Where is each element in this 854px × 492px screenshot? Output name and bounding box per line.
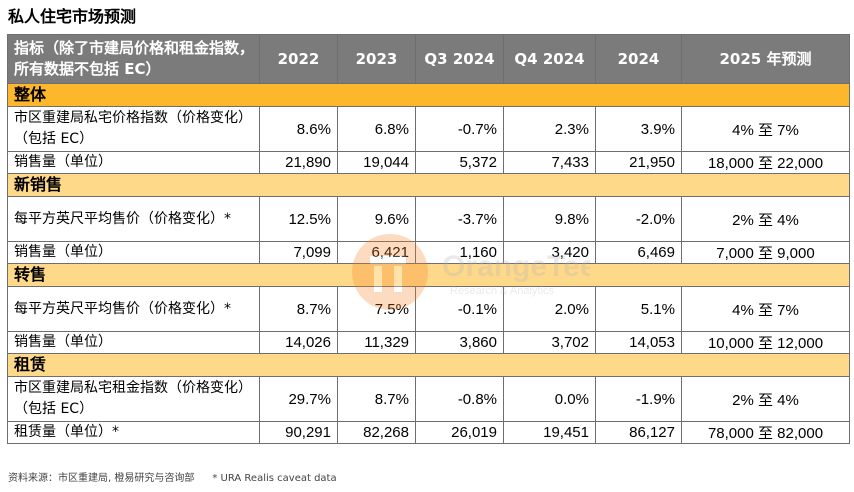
cell-value: 11,329 [337, 331, 416, 354]
row-label: 市区重建局私宅租金指数（价格变化）（包括 EC） [7, 376, 260, 422]
forecast-table: 指标（除了市建局价格和租金指数，所有数据不包括 EC） 2022 2023 Q3… [7, 34, 850, 444]
cell-value: 21,890 [259, 151, 338, 174]
cell-value: 6.8% [337, 106, 416, 152]
cell-value: 8.6% [259, 106, 338, 152]
cell-value: 86,127 [595, 421, 682, 444]
footer: 资料来源：市区重建局, 橙易研究与咨询部 * URA Realis caveat … [8, 472, 337, 486]
cell-value: 7,433 [503, 151, 596, 174]
cell-value: 0.0% [503, 376, 596, 422]
row-label: 市区重建局私宅价格指数（价格变化）（包括 EC） [7, 106, 260, 152]
cell-value: 7,099 [259, 241, 338, 264]
cell-value: -0.1% [415, 286, 504, 332]
cell-forecast: 78,000 至 82,000 [681, 421, 850, 444]
section-title: 租赁 [7, 353, 850, 377]
cell-value: 5,372 [415, 151, 504, 174]
section-row-resale: 转售 [7, 263, 850, 287]
cell-value: 8.7% [337, 376, 416, 422]
table-row: 市区重建局私宅价格指数（价格变化）（包括 EC） 8.6% 6.8% -0.7%… [7, 106, 850, 152]
row-label: 每平方英尺平均售价（价格变化）* [7, 286, 260, 332]
cell-forecast: 10,000 至 12,000 [681, 331, 850, 354]
table-row: 销售量（单位） 7,099 6,421 1,160 3,420 6,469 7,… [7, 241, 850, 264]
header-col-q4-2024: Q4 2024 [503, 34, 596, 84]
cell-value: 6,421 [337, 241, 416, 264]
cell-value: 6,469 [595, 241, 682, 264]
header-row: 指标（除了市建局价格和租金指数，所有数据不包括 EC） 2022 2023 Q3… [7, 34, 850, 84]
section-title: 转售 [7, 263, 850, 287]
table-row: 市区重建局私宅租金指数（价格变化）（包括 EC） 29.7% 8.7% -0.8… [7, 376, 850, 422]
row-label: 每平方英尺平均售价（价格变化）* [7, 196, 260, 242]
row-label: 租赁量（单位）* [7, 421, 260, 444]
section-row-overall: 整体 [7, 83, 850, 107]
cell-value: 14,053 [595, 331, 682, 354]
footer-note: * URA Realis caveat data [212, 473, 337, 484]
cell-value: 3,702 [503, 331, 596, 354]
cell-value: 26,019 [415, 421, 504, 444]
cell-forecast: 2% 至 4% [681, 376, 850, 422]
header-col-2024: 2024 [595, 34, 682, 84]
row-label: 销售量（单位） [7, 151, 260, 174]
cell-value: -0.7% [415, 106, 504, 152]
cell-value: 2.0% [503, 286, 596, 332]
section-title: 整体 [7, 83, 850, 107]
footer-source: 资料来源：市区重建局, 橙易研究与咨询部 [8, 473, 195, 484]
table-row: 租赁量（单位）* 90,291 82,268 26,019 19,451 86,… [7, 421, 850, 444]
cell-value: 7.5% [337, 286, 416, 332]
cell-value: 19,451 [503, 421, 596, 444]
cell-value: 3,420 [503, 241, 596, 264]
cell-value: 82,268 [337, 421, 416, 444]
cell-forecast: 4% 至 7% [681, 286, 850, 332]
row-label: 销售量（单位） [7, 241, 260, 264]
header-label: 指标（除了市建局价格和租金指数，所有数据不包括 EC） [7, 34, 260, 84]
cell-value: 1,160 [415, 241, 504, 264]
cell-value: -0.8% [415, 376, 504, 422]
cell-value: 3,860 [415, 331, 504, 354]
header-col-q3-2024: Q3 2024 [415, 34, 504, 84]
cell-value: 8.7% [259, 286, 338, 332]
cell-value: 12.5% [259, 196, 338, 242]
header-col-2023: 2023 [337, 34, 416, 84]
table-row: 每平方英尺平均售价（价格变化）* 12.5% 9.6% -3.7% 9.8% -… [7, 196, 850, 242]
row-label: 销售量（单位） [7, 331, 260, 354]
cell-value: 3.9% [595, 106, 682, 152]
section-row-new-sales: 新销售 [7, 173, 850, 197]
cell-forecast: 7,000 至 9,000 [681, 241, 850, 264]
cell-value: 29.7% [259, 376, 338, 422]
header-col-2022: 2022 [259, 34, 338, 84]
cell-value: 9.8% [503, 196, 596, 242]
table-row: 每平方英尺平均售价（价格变化）* 8.7% 7.5% -0.1% 2.0% 5.… [7, 286, 850, 332]
page-title: 私人住宅市场预测 [8, 7, 137, 26]
cell-value: 90,291 [259, 421, 338, 444]
section-row-rental: 租赁 [7, 353, 850, 377]
cell-value: 19,044 [337, 151, 416, 174]
cell-value: 5.1% [595, 286, 682, 332]
cell-forecast: 18,000 至 22,000 [681, 151, 850, 174]
cell-forecast: 2% 至 4% [681, 196, 850, 242]
cell-value: -2.0% [595, 196, 682, 242]
cell-forecast: 4% 至 7% [681, 106, 850, 152]
section-title: 新销售 [7, 173, 850, 197]
cell-value: 21,950 [595, 151, 682, 174]
cell-value: 2.3% [503, 106, 596, 152]
header-col-2025-forecast: 2025 年预测 [681, 34, 850, 84]
cell-value: -3.7% [415, 196, 504, 242]
cell-value: 9.6% [337, 196, 416, 242]
table-row: 销售量（单位） 21,890 19,044 5,372 7,433 21,950… [7, 151, 850, 174]
cell-value: 14,026 [259, 331, 338, 354]
table-row: 销售量（单位） 14,026 11,329 3,860 3,702 14,053… [7, 331, 850, 354]
cell-value: -1.9% [595, 376, 682, 422]
